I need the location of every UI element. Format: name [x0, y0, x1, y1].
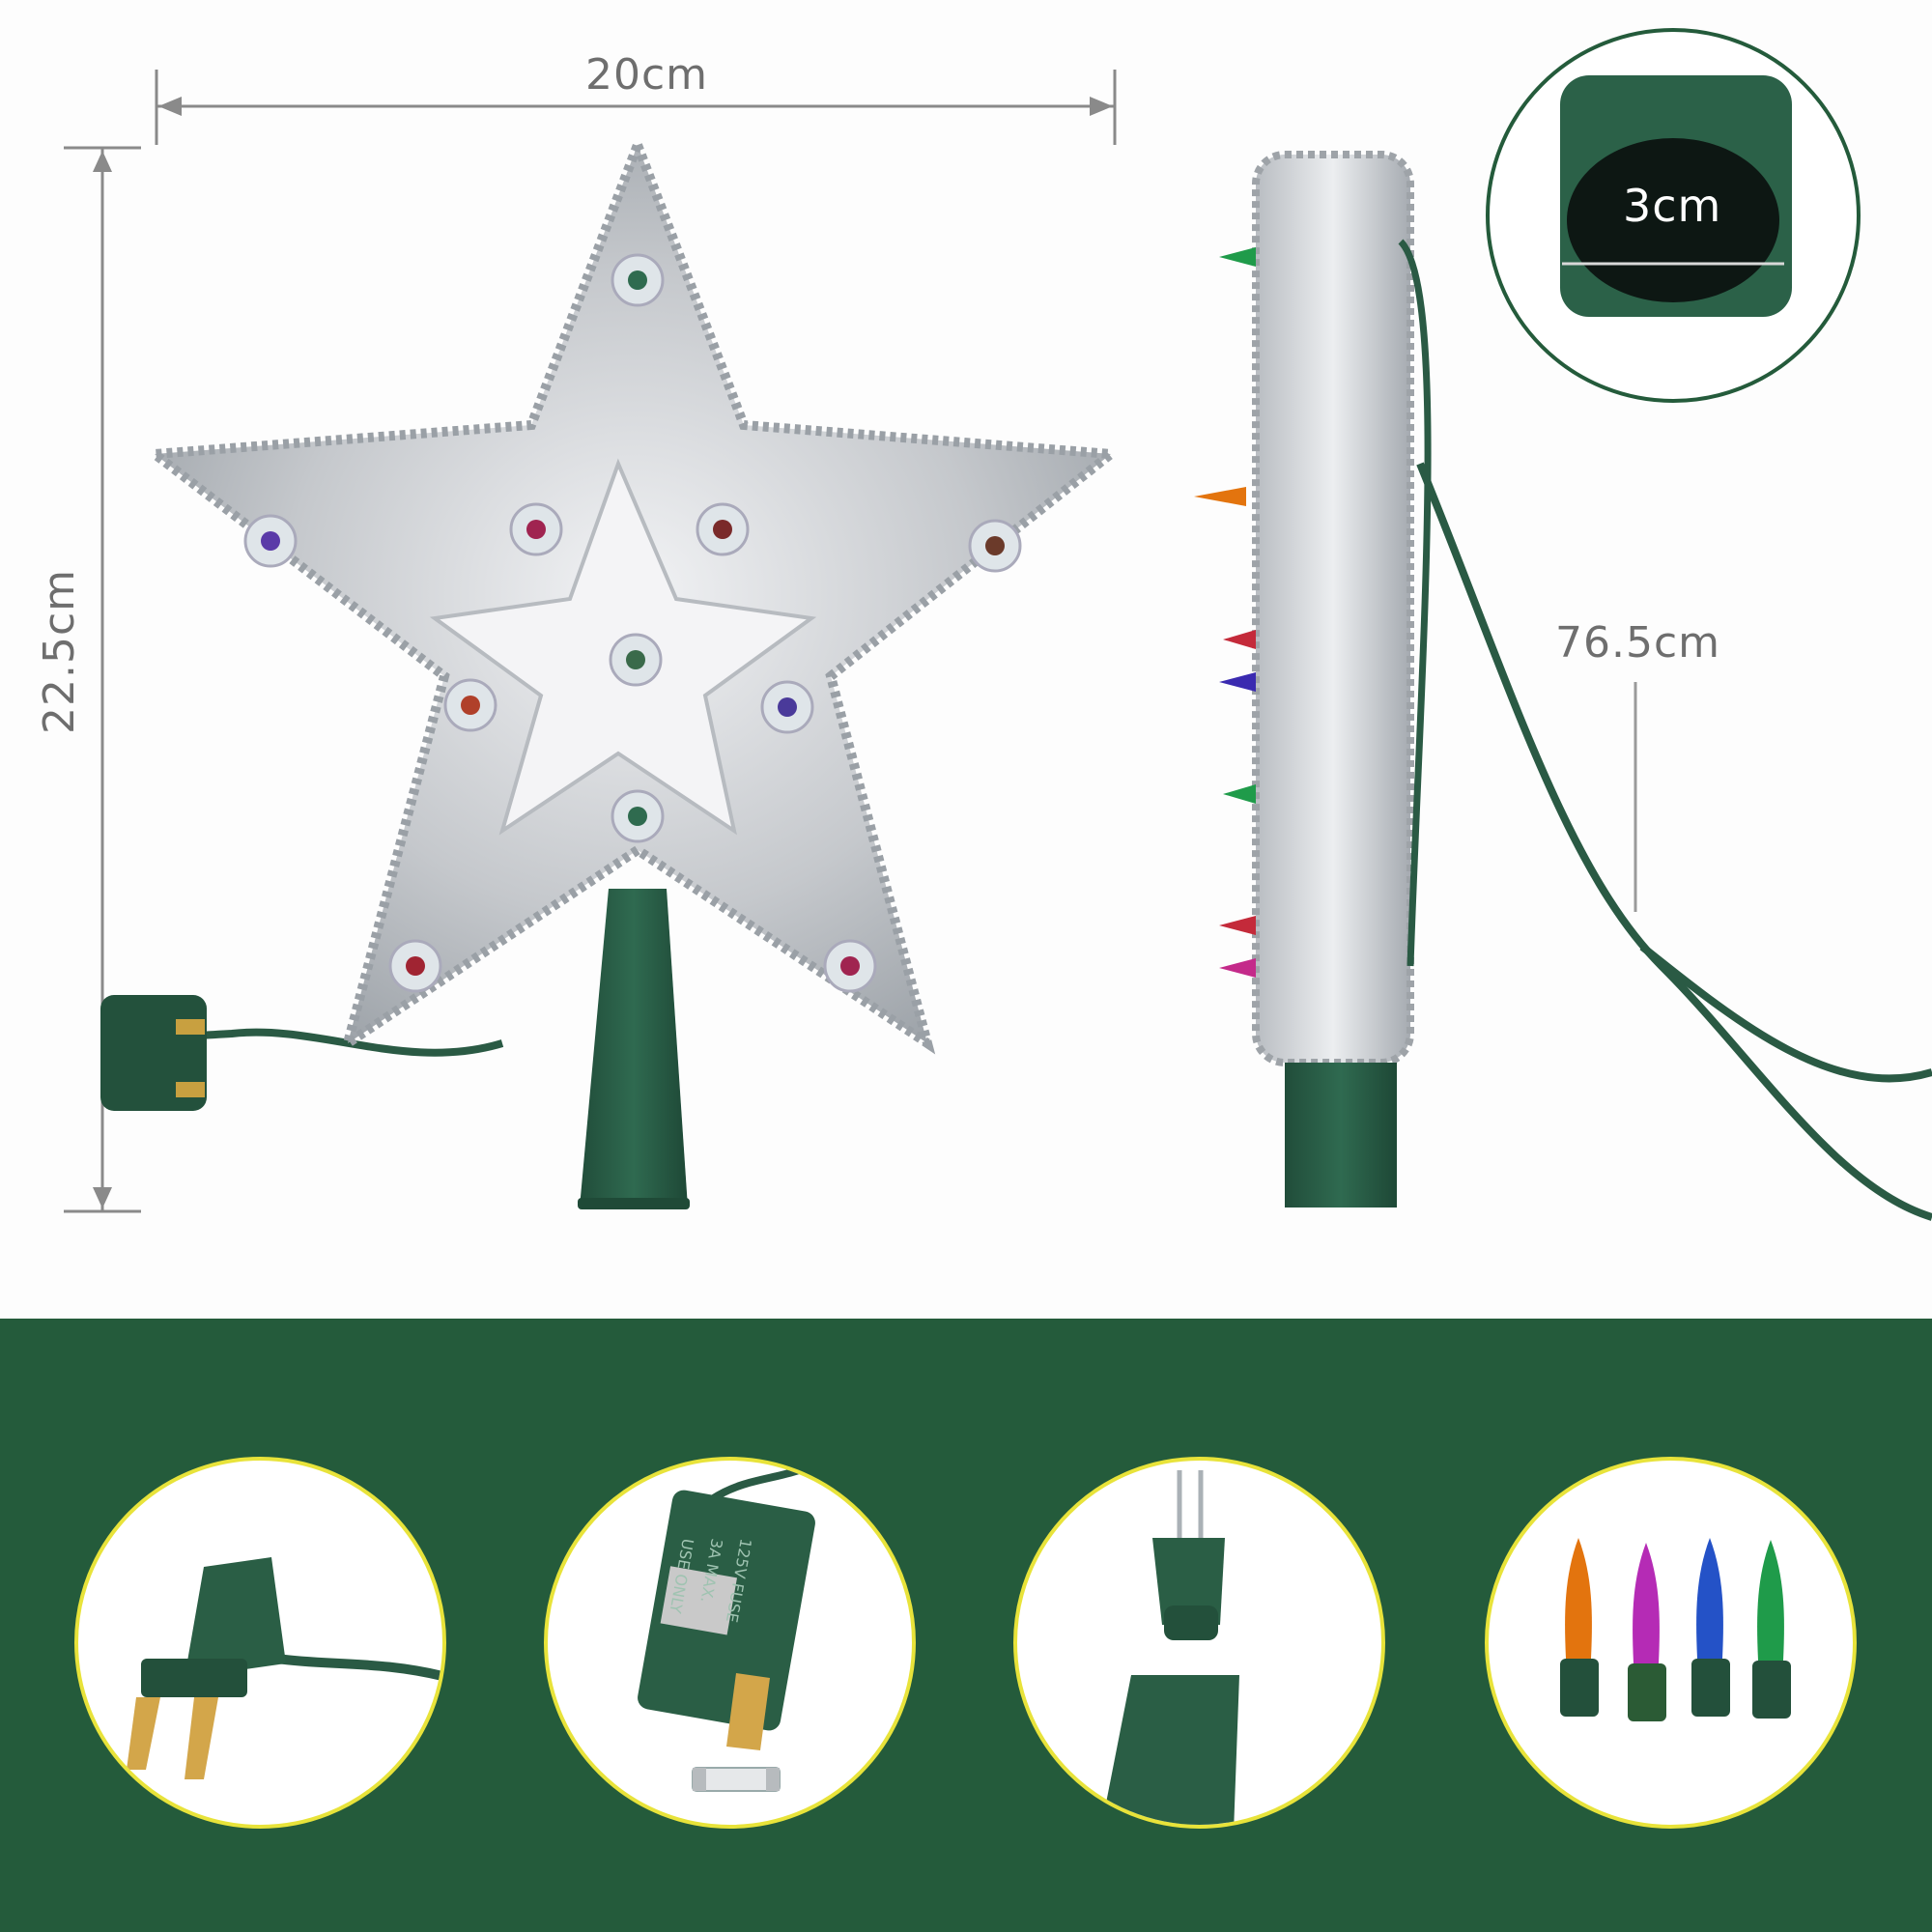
- bulb-orange: [1560, 1538, 1599, 1717]
- details-band: USE ONLY 3A MAX. 125V FUSE: [0, 1319, 1932, 1932]
- width-label: 20cm: [585, 50, 709, 99]
- front-plug: [100, 995, 207, 1111]
- star-topper-side: [1194, 151, 1932, 1221]
- bulbs-detail: [1485, 1457, 1857, 1829]
- bulb-green: [1752, 1540, 1791, 1719]
- star-illustration: [64, 70, 1932, 1221]
- product-photo-area: 20cm 22.5cm 3cm 76.5cm: [35, 28, 1932, 1221]
- side-bulbs: [1194, 247, 1256, 978]
- base-diameter-inset: [1486, 28, 1861, 403]
- bulb-blue: [1691, 1538, 1730, 1717]
- bulb-purple: [1628, 1543, 1666, 1721]
- height-label: 22.5cm: [35, 568, 84, 734]
- colored-bulbs-icon: [1560, 1538, 1791, 1721]
- bulb-socket-detail: [1013, 1457, 1385, 1829]
- two-prong-plug-icon: [127, 1557, 442, 1779]
- width-dimension-line: [155, 70, 1117, 145]
- fused-plug-icon: USE ONLY 3A MAX.125V FUSE: [638, 1466, 815, 1792]
- star-topper-front: [141, 130, 1124, 1209]
- fuse-icon: [692, 1767, 781, 1792]
- fuse-plug-detail: USE ONLY 3A MAX. 125V FUSE: [544, 1457, 916, 1829]
- bulb-socket-icon: [1101, 1470, 1239, 1825]
- cable-length-label: 76.5cm: [1555, 618, 1721, 668]
- star-bulbs: [243, 253, 1022, 993]
- star-base-cone: [580, 889, 688, 1208]
- plug-detail: [74, 1457, 446, 1829]
- diameter-label: 3cm: [1623, 180, 1722, 232]
